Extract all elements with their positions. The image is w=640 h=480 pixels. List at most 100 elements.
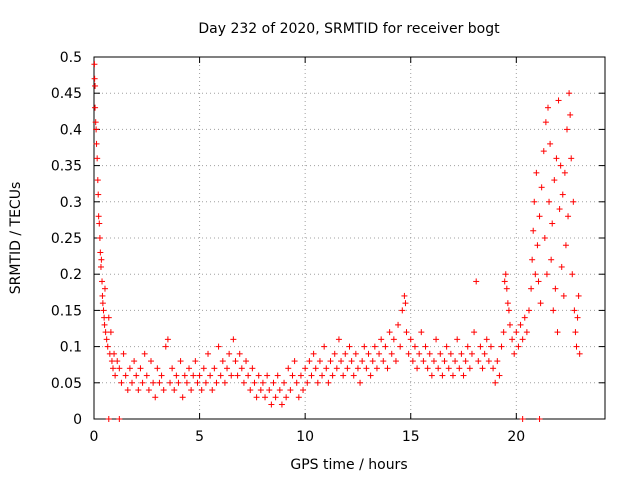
data-point <box>504 300 511 307</box>
data-point <box>399 307 406 314</box>
data-point <box>487 343 494 350</box>
data-point <box>363 365 370 372</box>
data-point <box>494 358 501 365</box>
data-point <box>205 350 212 357</box>
data-point <box>340 372 347 379</box>
data-point <box>314 379 321 386</box>
data-point <box>215 343 222 350</box>
data-point <box>169 365 176 372</box>
data-point <box>95 213 102 220</box>
data-point <box>359 358 366 365</box>
data-point <box>572 329 579 336</box>
data-point <box>509 336 516 343</box>
data-point <box>234 372 241 379</box>
data-point <box>295 394 302 401</box>
y-tick-label: 0.25 <box>51 231 82 247</box>
data-point <box>268 401 275 408</box>
data-point <box>471 329 478 336</box>
data-point <box>118 379 125 386</box>
data-point <box>407 336 414 343</box>
data-point <box>511 350 518 357</box>
data-point <box>173 372 180 379</box>
data-point <box>466 365 473 372</box>
data-point <box>371 343 378 350</box>
data-point <box>101 321 108 328</box>
data-point <box>228 372 235 379</box>
data-point <box>447 350 454 357</box>
data-point <box>126 365 133 372</box>
data-point <box>386 329 393 336</box>
data-point <box>544 104 551 111</box>
data-point <box>114 358 121 365</box>
data-point <box>162 343 169 350</box>
data-point <box>164 336 171 343</box>
data-point <box>475 358 482 365</box>
data-point <box>175 379 182 386</box>
data-point <box>557 162 564 169</box>
data-point <box>568 155 575 162</box>
data-point <box>143 372 150 379</box>
y-tick-label: 0 <box>73 412 82 428</box>
data-point <box>110 365 117 372</box>
data-point <box>481 350 488 357</box>
data-point <box>209 387 216 394</box>
data-point <box>523 329 530 336</box>
data-point <box>122 372 129 379</box>
data-point <box>551 177 558 184</box>
data-point <box>449 372 456 379</box>
data-point <box>529 256 536 263</box>
data-point <box>255 372 262 379</box>
data-point <box>116 416 123 422</box>
data-point <box>433 336 440 343</box>
data-point <box>97 263 104 270</box>
data-point <box>230 336 237 343</box>
y-tick-label: 0.4 <box>60 122 82 138</box>
data-point <box>543 271 550 278</box>
data-point <box>291 358 298 365</box>
data-point <box>462 358 469 365</box>
data-point <box>285 365 292 372</box>
x-tick-label: 10 <box>296 429 314 445</box>
data-point <box>361 343 368 350</box>
data-point <box>422 343 429 350</box>
data-point <box>558 263 565 270</box>
data-point <box>441 358 448 365</box>
data-point <box>97 249 104 256</box>
data-point <box>515 343 522 350</box>
data-point <box>566 90 573 97</box>
data-point <box>395 321 402 328</box>
data-point <box>535 278 542 285</box>
data-point <box>373 365 380 372</box>
data-point <box>500 329 507 336</box>
data-point <box>145 387 152 394</box>
data-point <box>424 365 431 372</box>
data-point <box>323 365 330 372</box>
data-point <box>289 372 296 379</box>
x-tick-label: 15 <box>402 429 420 445</box>
data-point <box>200 365 207 372</box>
data-point <box>319 372 326 379</box>
y-axis-label: SRMTID / TECUs <box>8 182 24 295</box>
data-point <box>160 387 167 394</box>
data-point <box>416 350 423 357</box>
y-tick-label: 0.5 <box>60 50 82 66</box>
data-point <box>287 387 294 394</box>
data-point <box>477 343 484 350</box>
data-point <box>257 387 264 394</box>
data-point <box>390 336 397 343</box>
data-point <box>135 387 142 394</box>
data-point <box>92 119 99 126</box>
data-point <box>112 372 119 379</box>
data-point <box>401 292 408 299</box>
data-point <box>344 365 351 372</box>
data-point <box>177 358 184 365</box>
data-point <box>108 358 115 365</box>
data-point <box>236 350 243 357</box>
data-point <box>94 155 101 162</box>
data-point <box>302 365 309 372</box>
grid <box>94 57 605 419</box>
data-point <box>335 336 342 343</box>
data-point <box>445 365 452 372</box>
data-point <box>139 379 146 386</box>
data-point <box>186 365 193 372</box>
